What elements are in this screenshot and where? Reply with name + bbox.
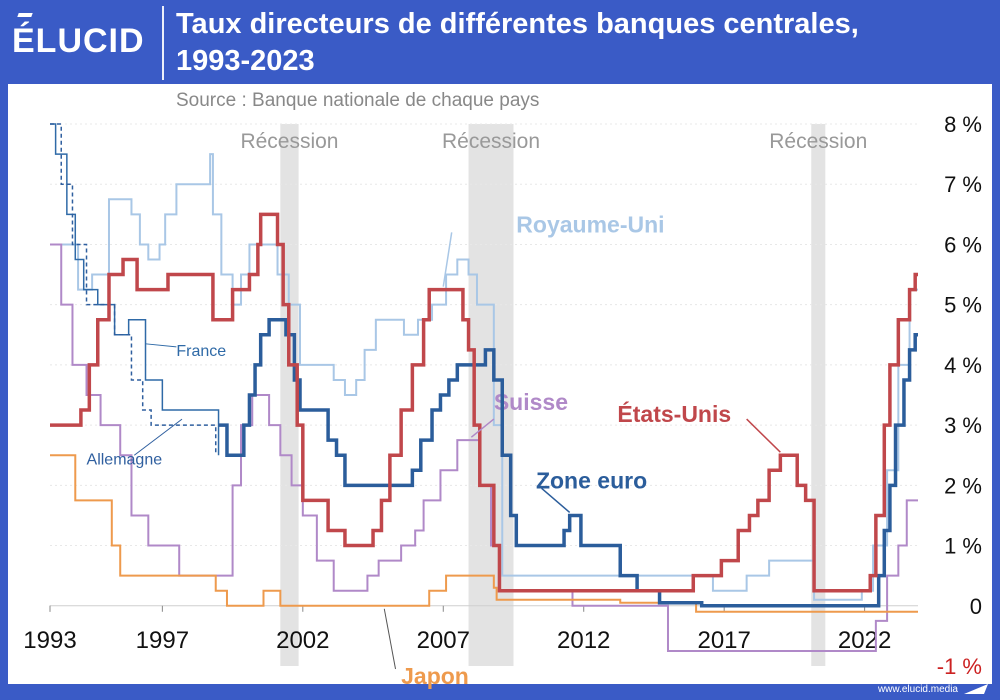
series-label-france: France — [176, 343, 226, 360]
x-tick-label: 2002 — [276, 627, 329, 654]
series-label-etats-unis: États-Unis — [617, 400, 731, 427]
series-label-allemagne: Allemagne — [87, 451, 163, 468]
label-leader-line — [133, 418, 183, 456]
series-line-zone-euro — [218, 317, 918, 608]
elucid-mark-icon — [964, 684, 988, 694]
series-line-royaume-uni — [50, 153, 918, 601]
label-leader-line — [145, 343, 177, 348]
x-tick-label: 2022 — [838, 627, 891, 654]
x-tick-label: 2007 — [417, 627, 470, 654]
y-tick-label: 4 % — [944, 353, 982, 378]
y-tick-label: 6 % — [944, 232, 982, 257]
y-tick-label: 0 — [970, 594, 982, 619]
logo-text: ÉLUCID — [12, 22, 145, 60]
recession-label: Récession — [442, 130, 540, 153]
y-tick-label: 1 % — [944, 534, 982, 559]
y-tick-label: 2 % — [944, 473, 982, 498]
x-tick-label: 1993 — [23, 627, 76, 654]
series-label-royaume-uni: Royaume-Uni — [516, 211, 664, 237]
website-credit: www.elucid.media — [877, 684, 958, 695]
series-label-zone-euro: Zone euro — [536, 467, 647, 493]
y-tick-label: 3 % — [944, 413, 982, 438]
title-line-2: 1993-2023 — [176, 45, 315, 77]
recession-label: Récession — [769, 130, 867, 153]
series-label-japon: Japon — [401, 663, 469, 689]
label-leader-line — [383, 608, 397, 670]
series-line-etats-unis — [50, 212, 918, 593]
header-divider — [162, 6, 164, 80]
elucid-logo: ÉLUCID — [12, 13, 152, 62]
x-tick-label: 2017 — [697, 627, 750, 654]
label-leader-line — [746, 418, 781, 453]
series-line-japon — [50, 454, 918, 613]
label-leader-line — [442, 232, 453, 287]
series-label-suisse: Suisse — [494, 389, 568, 415]
y-tick-label: 8 % — [944, 112, 982, 137]
label-leader-line — [470, 418, 495, 438]
y-tick-label: 7 % — [944, 172, 982, 197]
x-tick-label: 2012 — [557, 627, 610, 654]
series-line-allemagne — [50, 123, 217, 456]
series-line-suisse — [50, 243, 918, 652]
x-tick-label: 1997 — [136, 627, 189, 654]
source-note: Source : Banque nationale de chaque pays — [176, 90, 540, 111]
y-tick-label: -1 % — [937, 654, 982, 679]
series-line-france — [50, 123, 220, 456]
recession-label: Récession — [240, 130, 338, 153]
label-leader-line — [541, 487, 571, 514]
y-tick-label: 5 % — [944, 293, 982, 318]
page-title: Taux directeurs de différentes banques c… — [176, 6, 986, 80]
recession-band — [280, 124, 299, 666]
title-line-1: Taux directeurs de différentes banques c… — [176, 8, 859, 40]
